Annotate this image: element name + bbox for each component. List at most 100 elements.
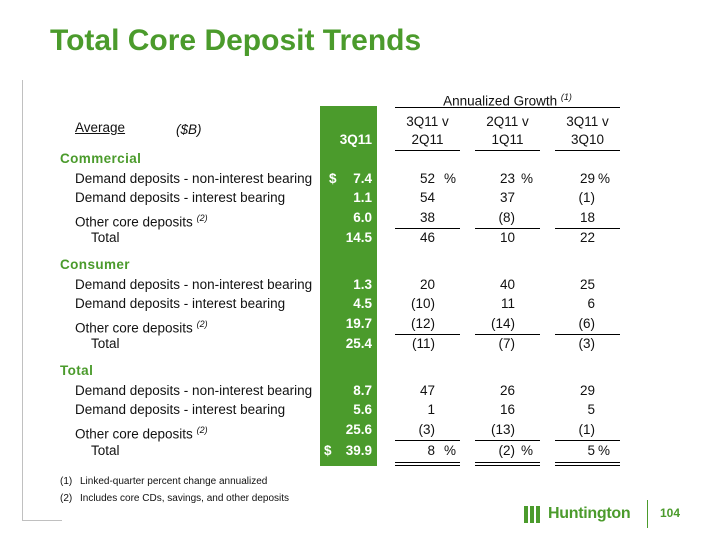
col1-header-top: 3Q11 v [406, 114, 449, 129]
value-3q11: 14.5 [345, 230, 372, 245]
col3-header-bottom: 3Q10 [570, 132, 605, 147]
frame-line-vertical [22, 80, 23, 520]
subtotal-underline [555, 228, 620, 229]
pct-col2: % [521, 443, 534, 458]
grand-total-double-underline [555, 465, 620, 466]
growth-col1: 38 [419, 210, 435, 225]
footnote-2: (2) Includes core CDs, savings, and other… [60, 493, 289, 504]
subtotal-underline [475, 228, 540, 229]
subtotal-underline [555, 440, 620, 441]
footnote-2-text: Includes core CDs, savings, and other de… [80, 493, 289, 504]
row-label-text: Other core deposits [75, 214, 193, 230]
subtotal-underline [395, 440, 460, 441]
growth-col2: (8) [498, 210, 516, 225]
row-label-total: Total [91, 230, 120, 245]
subtotal-underline [475, 440, 540, 441]
growth-col1: (12) [410, 316, 435, 331]
value-3q11: 4.5 [353, 296, 372, 311]
row-label: Other core deposits (2) [75, 210, 208, 231]
col1-header-underline [395, 150, 460, 151]
huntington-logo-text: Huntington [548, 505, 631, 522]
growth-col1: (11) [411, 336, 435, 351]
row-label: Demand deposits - interest bearing [75, 402, 286, 417]
grand-total-double-underline [395, 462, 460, 463]
growth-col2: (2) [498, 443, 516, 458]
grand-total-double-underline [555, 462, 620, 463]
value-3q11: 39.9 [345, 443, 372, 458]
growth-col1: (10) [410, 296, 435, 311]
growth-col1: 52 [419, 171, 435, 186]
col2-header-underline [475, 150, 540, 151]
row-label: Other core deposits (2) [75, 316, 208, 337]
col3-header-underline [555, 150, 620, 151]
row-label: Demand deposits - interest bearing [75, 296, 286, 311]
section-consumer: Consumer [60, 257, 130, 272]
huntington-logo: Huntington [524, 505, 631, 523]
dollar-sign: $ [324, 443, 332, 458]
growth-col2: (13) [490, 422, 515, 437]
row-label-text: Other core deposits [75, 426, 193, 442]
subtotal-underline [395, 228, 460, 229]
subtotal-underline [555, 334, 620, 335]
growth-col2: (7) [498, 336, 516, 351]
growth-col1: 54 [419, 190, 435, 205]
col3-header-top: 3Q11 v [566, 114, 609, 129]
footnote-ref: (2) [196, 425, 208, 435]
value-3q11: 19.7 [345, 316, 372, 331]
value-3q11: 8.7 [353, 383, 372, 398]
growth-col3: (1) [578, 422, 596, 437]
pct-col3: % [598, 443, 611, 458]
growth-col3: 5 [587, 402, 595, 417]
page-number: 104 [660, 506, 681, 520]
col-3q11-header: 3Q11 [339, 132, 372, 147]
row-label-total: Total [91, 336, 120, 351]
growth-col2: 11 [500, 296, 515, 311]
huntington-logo-icon [524, 505, 544, 523]
growth-col1: 20 [419, 277, 435, 292]
growth-col2: 37 [499, 190, 515, 205]
annualized-growth-label: Annualized Growth [443, 93, 558, 109]
col2-header-top: 2Q11 v [486, 114, 529, 129]
value-3q11: 25.6 [345, 422, 372, 437]
grand-total-double-underline [475, 465, 540, 466]
growth-col3: 5 [587, 443, 595, 458]
pct-col1: % [444, 443, 457, 458]
growth-col1: 46 [419, 230, 435, 245]
subtotal-underline [475, 334, 540, 335]
highlight-column-3q11 [320, 106, 377, 466]
growth-col1: 47 [419, 383, 435, 398]
growth-col3: (6) [578, 316, 596, 331]
col1-header-bottom: 2Q11 [411, 132, 444, 147]
growth-col2: 26 [499, 383, 515, 398]
value-3q11: 1.1 [353, 190, 372, 205]
growth-col3: 25 [579, 277, 595, 292]
units-label: ($B) [176, 122, 202, 137]
growth-col3: (3) [578, 336, 596, 351]
dollar-sign: $ [329, 171, 337, 186]
growth-col2: 40 [499, 277, 515, 292]
footnote-1-text: Linked-quarter percent change annualized [80, 476, 268, 487]
footnote-1-number: (1) [60, 476, 73, 487]
growth-col2: (14) [490, 316, 515, 331]
value-3q11: 5.6 [353, 402, 372, 417]
annualized-growth-header: Annualized Growth (1) [395, 89, 620, 110]
col2-header-bottom: 1Q11 [491, 132, 524, 147]
row-label: Demand deposits - non-interest bearing [75, 383, 313, 398]
footnote-2-number: (2) [60, 493, 73, 504]
page-title: Total Core Deposit Trends [50, 24, 422, 57]
pct-col1: % [444, 171, 457, 186]
growth-col1: (3) [418, 422, 436, 437]
growth-col3: (1) [578, 190, 596, 205]
value-3q11: 25.4 [345, 336, 372, 351]
value-3q11: 6.0 [353, 210, 372, 225]
footnote-1: (1) Linked-quarter percent change annuali… [60, 476, 267, 487]
subtotal-underline [395, 334, 460, 335]
section-commercial: Commercial [60, 151, 142, 166]
growth-col2: 16 [499, 402, 515, 417]
row-label-total: Total [91, 443, 120, 458]
row-label: Other core deposits (2) [75, 422, 208, 443]
value-3q11: 7.4 [353, 171, 372, 186]
growth-col1: 8 [427, 443, 435, 458]
pct-col2: % [521, 171, 534, 186]
footer-divider [647, 500, 648, 528]
